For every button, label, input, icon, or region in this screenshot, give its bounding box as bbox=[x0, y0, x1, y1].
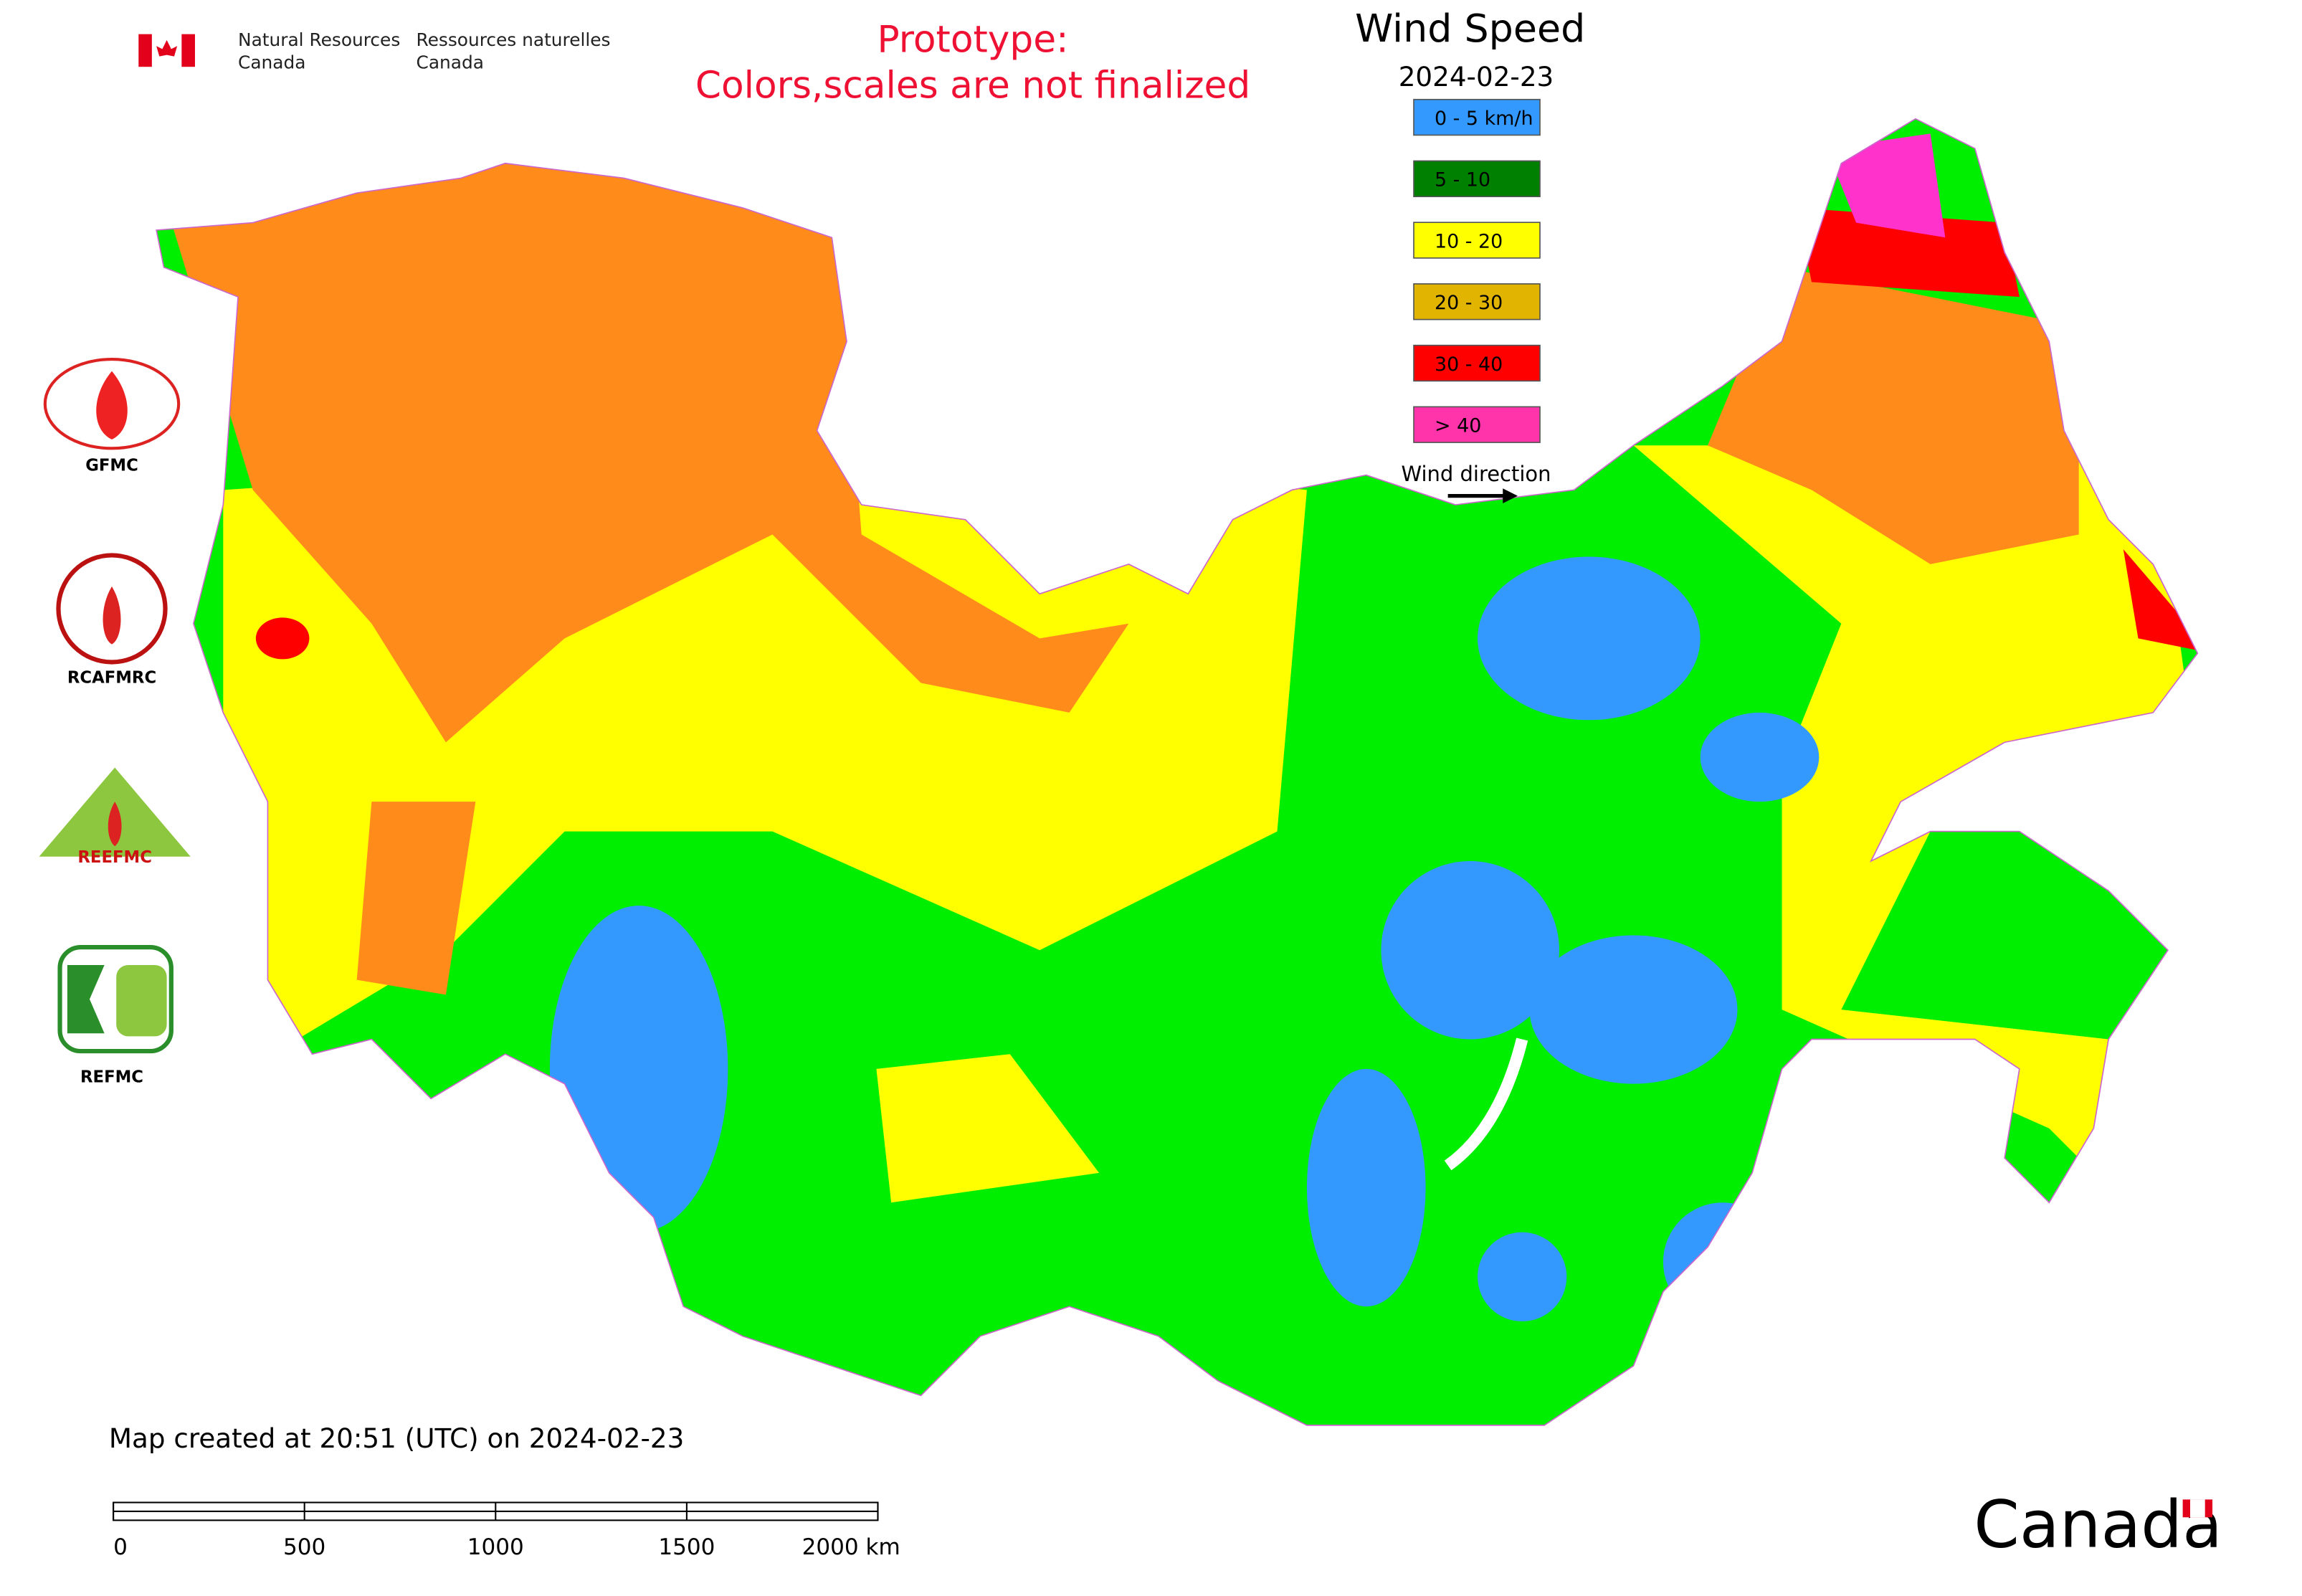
legend-label: 10 - 20 bbox=[1435, 230, 1503, 252]
agency-en: Canada bbox=[238, 52, 305, 72]
legend-swatch bbox=[1413, 160, 1541, 197]
logo-label: RCAFMRC bbox=[67, 669, 156, 688]
created-note: Map created at 20:51 (UTC) on 2024-02-23 bbox=[109, 1422, 684, 1454]
agency-fr: Ressources naturelles bbox=[417, 29, 611, 50]
prototype-notice: Colors,scales are not finalized bbox=[695, 65, 1250, 108]
legend-swatch bbox=[1413, 222, 1541, 259]
legend-label: > 40 bbox=[1435, 415, 1481, 437]
wordmark-flag bbox=[2189, 1499, 2205, 1518]
scale-label: 1500 bbox=[658, 1534, 715, 1560]
legend: Wind Speed 2024-02-23 Wind direction 0 -… bbox=[1355, 6, 1585, 503]
legend-swatch bbox=[1413, 283, 1541, 320]
canada-wordmark: Canada bbox=[1974, 1487, 2222, 1563]
border bbox=[156, 118, 2199, 1426]
side-logos: GFMC RCAFMRC REEFMC REFMC bbox=[39, 358, 191, 1087]
legend-label: 0 - 5 km/h bbox=[1435, 108, 1533, 130]
legend-swatch bbox=[1413, 406, 1541, 443]
agency-en: Natural Resources bbox=[238, 29, 400, 50]
scale-label: 500 bbox=[283, 1534, 325, 1560]
wind-direction-label: Wind direction bbox=[1401, 462, 1551, 486]
prototype-notice: Prototype: bbox=[877, 18, 1068, 61]
legend-swatch bbox=[1413, 344, 1541, 382]
legend-label: 20 - 30 bbox=[1435, 292, 1503, 314]
scale-label: 2000 km bbox=[802, 1534, 900, 1560]
legend-date: 2024-02-23 bbox=[1399, 61, 1554, 92]
logo-emblem: REEFMC bbox=[77, 848, 152, 867]
legend-swatch bbox=[1413, 98, 1541, 136]
scale-bar: 0 500 1000 1500 2000 km bbox=[113, 1501, 900, 1560]
legend-title: Wind Speed bbox=[1355, 6, 1585, 51]
wind-arrow-head bbox=[1503, 488, 1518, 503]
scale-label: 0 bbox=[113, 1534, 128, 1560]
logo-label: GFMC bbox=[85, 456, 138, 475]
legend-label: 30 - 40 bbox=[1435, 353, 1503, 376]
legend-label: 5 - 10 bbox=[1435, 169, 1490, 191]
logo-label: REFMC bbox=[80, 1068, 143, 1087]
nrcan-signature: Natural Resources Canada Ressources natu… bbox=[138, 29, 611, 72]
scale-label: 1000 bbox=[467, 1534, 524, 1560]
agency-fr: Canada bbox=[417, 52, 484, 72]
